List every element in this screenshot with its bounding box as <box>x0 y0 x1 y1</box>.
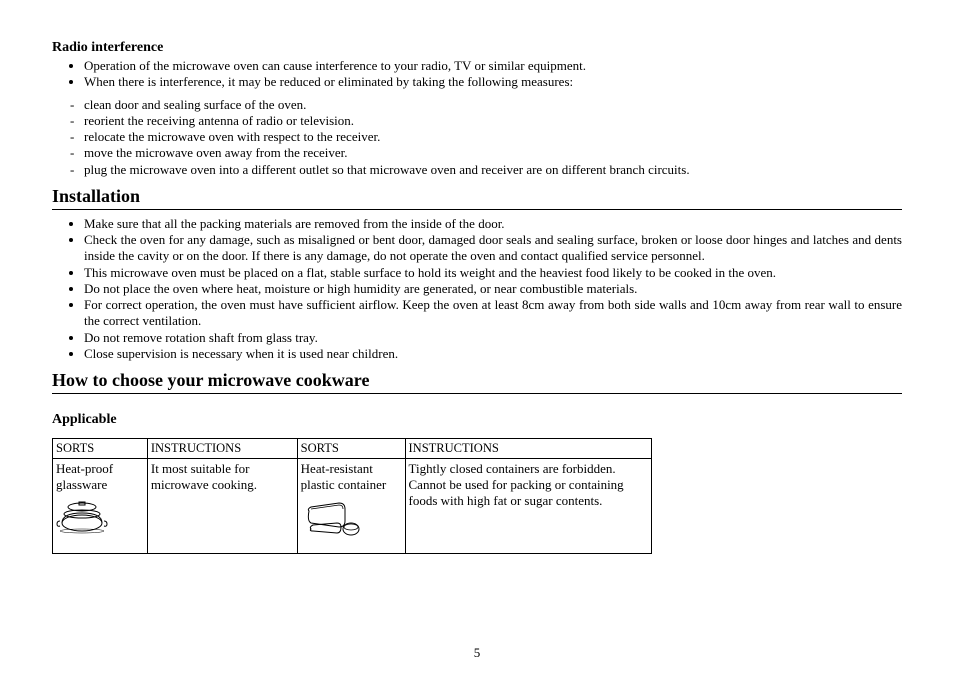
instructions-cell: Tightly closed containers are forbidden.… <box>405 459 651 554</box>
glassware-icon <box>56 499 144 539</box>
list-item: When there is interference, it may be re… <box>84 74 902 90</box>
table-header: INSTRUCTIONS <box>405 439 651 459</box>
list-item: relocate the microwave oven with respect… <box>84 129 902 145</box>
list-item: clean door and sealing surface of the ov… <box>84 97 902 113</box>
installation-heading: Installation <box>52 186 902 210</box>
list-item: Check the oven for any damage, such as m… <box>84 232 902 265</box>
table-header: INSTRUCTIONS <box>147 439 297 459</box>
list-item: Close supervision is necessary when it i… <box>84 346 902 362</box>
list-item: reorient the receiving antenna of radio … <box>84 113 902 129</box>
applicable-subheading: Applicable <box>52 412 902 428</box>
sorts-cell: Heat-resistant plastic container <box>297 459 405 554</box>
table-header: SORTS <box>53 439 148 459</box>
radio-bullet-list: Operation of the microwave oven can caus… <box>52 58 902 91</box>
page-number: 5 <box>0 645 954 661</box>
sorts-cell: Heat-proof glassware <box>53 459 148 554</box>
cookware-heading: How to choose your microwave cookware <box>52 370 902 394</box>
table-header: SORTS <box>297 439 405 459</box>
table-header-row: SORTS INSTRUCTIONS SORTS INSTRUCTIONS <box>53 439 652 459</box>
radio-dash-list: clean door and sealing surface of the ov… <box>52 97 902 178</box>
sorts-label: Heat-resistant plastic container <box>301 461 387 492</box>
list-item: Operation of the microwave oven can caus… <box>84 58 902 74</box>
installation-list: Make sure that all the packing materials… <box>52 216 902 362</box>
radio-interference-heading: Radio interference <box>52 40 902 56</box>
list-item: For correct operation, the oven must hav… <box>84 297 902 330</box>
list-item: move the microwave oven away from the re… <box>84 145 902 161</box>
table-row: Heat-proof glassware It most suitable fo… <box>53 459 652 554</box>
cookware-table: SORTS INSTRUCTIONS SORTS INSTRUCTIONS He… <box>52 438 652 554</box>
instructions-cell: It most suitable for microwave cooking. <box>147 459 297 554</box>
list-item: This microwave oven must be placed on a … <box>84 265 902 281</box>
sorts-label: Heat-proof glassware <box>56 461 113 492</box>
list-item: plug the microwave oven into a different… <box>84 162 902 178</box>
list-item: Make sure that all the packing materials… <box>84 216 902 232</box>
list-item: Do not remove rotation shaft from glass … <box>84 330 902 346</box>
document-page: Radio interference Operation of the micr… <box>0 0 954 675</box>
plastic-container-icon <box>301 499 402 543</box>
list-item: Do not place the oven where heat, moistu… <box>84 281 902 297</box>
